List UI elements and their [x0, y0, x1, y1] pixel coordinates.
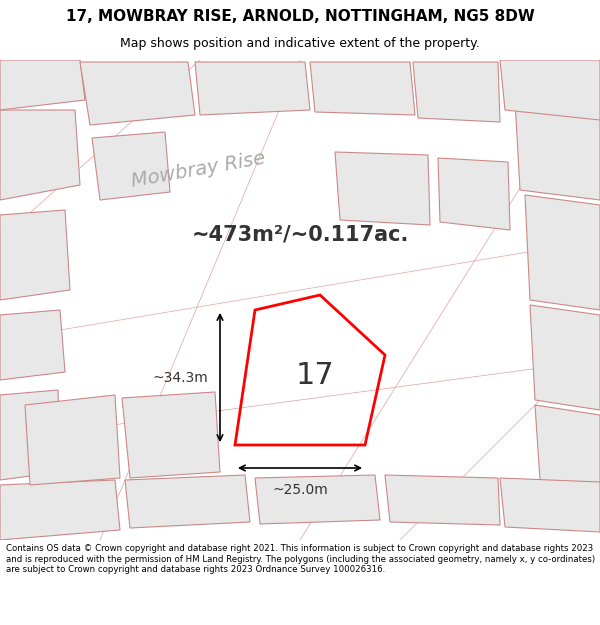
Polygon shape — [0, 110, 80, 200]
Text: Contains OS data © Crown copyright and database right 2021. This information is : Contains OS data © Crown copyright and d… — [6, 544, 595, 574]
Polygon shape — [310, 62, 415, 115]
Polygon shape — [0, 390, 60, 480]
Text: 17: 17 — [296, 361, 334, 389]
Text: Map shows position and indicative extent of the property.: Map shows position and indicative extent… — [120, 37, 480, 50]
Polygon shape — [500, 60, 600, 120]
Text: ~34.3m: ~34.3m — [152, 371, 208, 384]
Polygon shape — [195, 62, 310, 115]
Polygon shape — [530, 305, 600, 410]
Polygon shape — [0, 480, 120, 540]
Polygon shape — [25, 395, 120, 485]
Polygon shape — [385, 475, 500, 525]
Text: 17, MOWBRAY RISE, ARNOLD, NOTTINGHAM, NG5 8DW: 17, MOWBRAY RISE, ARNOLD, NOTTINGHAM, NG… — [65, 9, 535, 24]
Polygon shape — [335, 152, 430, 225]
Polygon shape — [92, 132, 170, 200]
Polygon shape — [122, 392, 220, 478]
Polygon shape — [535, 405, 600, 490]
Polygon shape — [0, 310, 65, 380]
Text: Mowbray Rise: Mowbray Rise — [130, 149, 267, 191]
Polygon shape — [413, 62, 500, 122]
Text: ~25.0m: ~25.0m — [272, 483, 328, 497]
Polygon shape — [80, 62, 195, 125]
Polygon shape — [0, 210, 70, 300]
Polygon shape — [525, 195, 600, 310]
Polygon shape — [255, 475, 380, 524]
Polygon shape — [0, 60, 85, 110]
Polygon shape — [500, 478, 600, 532]
Polygon shape — [438, 158, 510, 230]
Polygon shape — [515, 100, 600, 200]
Text: ~473m²/~0.117ac.: ~473m²/~0.117ac. — [191, 225, 409, 245]
Polygon shape — [125, 475, 250, 528]
